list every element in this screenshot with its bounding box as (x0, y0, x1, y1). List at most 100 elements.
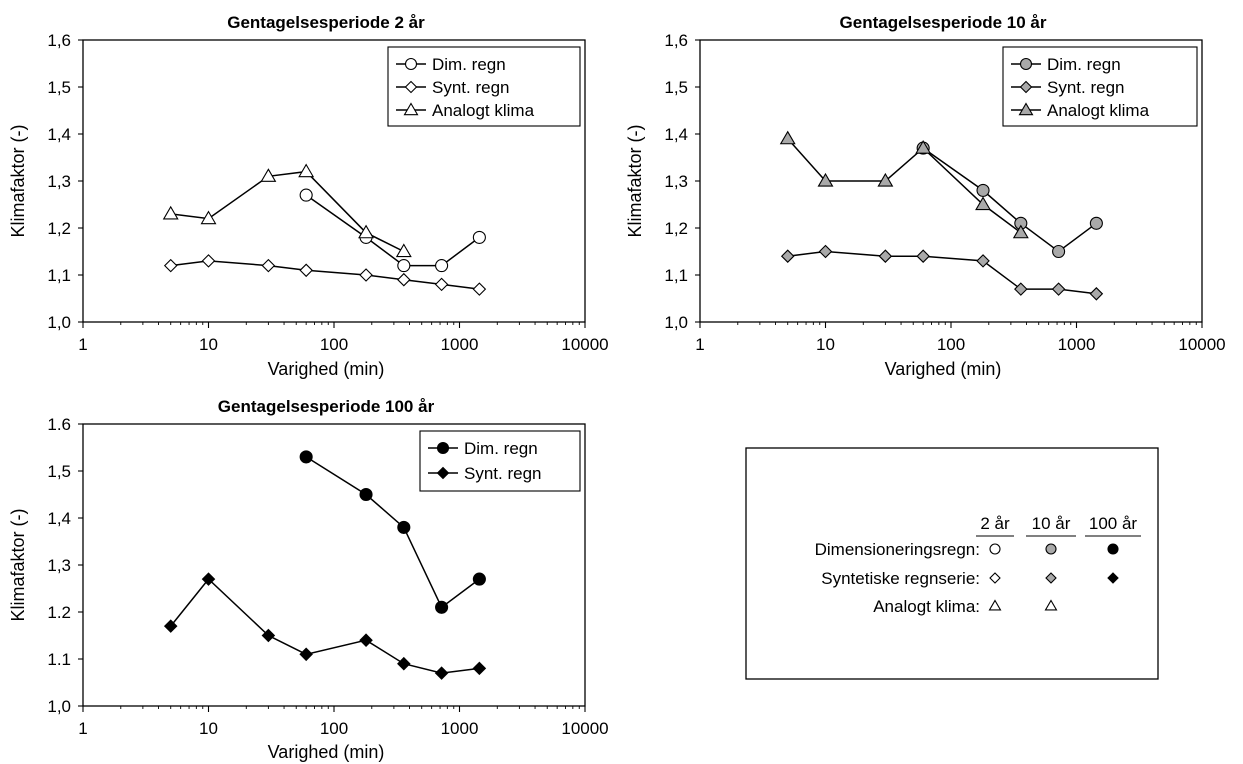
data-point (260, 168, 277, 182)
data-point (162, 205, 179, 220)
y-tick-label: 1,5 (47, 462, 71, 481)
data-point (915, 140, 932, 154)
data-point (201, 572, 216, 586)
x-tick-label: 10000 (1178, 335, 1225, 354)
data-point (780, 249, 795, 263)
key-row-label: Dimensioneringsregn: (815, 540, 980, 559)
data-point (818, 244, 833, 259)
x-tick-label: 1 (78, 335, 87, 354)
data-point (1089, 287, 1104, 301)
data-point (261, 258, 276, 273)
x-tick-label: 10000 (561, 719, 608, 738)
data-point (299, 188, 313, 202)
key-column-header: 2 år (980, 514, 1010, 533)
data-point (1051, 282, 1066, 296)
series-line-2 (170, 260, 480, 290)
y-tick-label: 1,6 (664, 31, 688, 50)
y-axis-label: Klimafaktor (-) (625, 124, 645, 237)
legend-label: Dim. regn (1047, 55, 1121, 74)
key-marker (989, 543, 1001, 555)
legend-box (419, 430, 581, 492)
data-point (472, 282, 487, 296)
legend-label: Dim. regn (432, 55, 506, 74)
data-point (435, 600, 449, 614)
y-tick-label: 1,0 (47, 313, 71, 332)
data-point (397, 520, 411, 534)
data-point (779, 130, 796, 145)
x-tick-label: 1 (695, 335, 704, 354)
data-point (395, 243, 412, 258)
key-marker (988, 599, 1002, 611)
data-point (359, 268, 373, 282)
data-point (261, 628, 276, 643)
data-point (878, 249, 893, 263)
y-tick-label: 1,1 (664, 266, 688, 285)
y-tick-label: 1,2 (47, 219, 71, 238)
data-point (298, 163, 315, 178)
y-tick-label: 1,0 (47, 697, 71, 716)
key-column-header: 10 år (1032, 514, 1071, 533)
data-point (975, 196, 991, 211)
y-tick-label: 1,5 (47, 78, 71, 97)
key-marker (1044, 599, 1058, 611)
data-point (201, 254, 216, 268)
y-tick-label: 1,6 (47, 31, 71, 50)
chart-panel-2: Gentagelsesperiode 10 år 1,0 1,1 1,2 1,3 1,4 1… (625, 13, 1226, 379)
chart-title: Gentagelsesperiode 100 år (218, 397, 435, 416)
y-axis-label: Klimafaktor (-) (8, 508, 28, 621)
data-point (877, 172, 894, 187)
chart-title: Gentagelsesperiode 2 år (227, 13, 425, 32)
chart-panel-1: Gentagelsesperiode 2 år 1,0 1,1 1,2 1,3 1,4 1,… (8, 13, 609, 379)
data-point (976, 254, 990, 268)
legend-label: Synt. regn (1047, 78, 1125, 97)
legend-marker (404, 57, 418, 71)
x-tick-label: 1000 (1058, 335, 1096, 354)
data-point (200, 210, 217, 225)
legend-label: Dim. regn (464, 439, 538, 458)
legend-label: Synt. regn (464, 464, 542, 483)
key-row-label: Analogt klima: (873, 597, 980, 616)
data-point (1052, 244, 1066, 259)
data-point (916, 249, 930, 263)
data-point (163, 619, 178, 633)
data-point (976, 183, 990, 197)
chart-panel-3: Gentagelsesperiode 100 år 1,0 1.1 1.2 1,3 1,4… (8, 397, 609, 762)
data-point (299, 263, 313, 278)
data-point (435, 259, 449, 273)
data-point (397, 259, 411, 273)
key-marker (1045, 572, 1057, 584)
x-tick-label: 100 (937, 335, 965, 354)
legend-marker (1018, 102, 1034, 116)
series-line-1 (922, 147, 1097, 253)
key-box (745, 447, 1159, 680)
y-tick-label: 1,4 (664, 125, 688, 144)
y-tick-label: 1,1 (47, 266, 71, 285)
marker-key: 2 år 10 år 100 år Dimensioneringsregn: Synte… (745, 447, 1159, 680)
key-marker (1107, 572, 1119, 584)
x-axis-label: Varighed (min) (268, 742, 385, 762)
x-axis-label: Varighed (min) (268, 359, 385, 379)
x-tick-label: 100 (320, 719, 348, 738)
data-point (472, 661, 487, 676)
y-tick-label: 1,2 (664, 219, 688, 238)
legend-label: Synt. regn (432, 78, 510, 97)
data-point (359, 633, 373, 647)
legend-marker (1019, 57, 1033, 71)
x-tick-label: 100 (320, 335, 348, 354)
x-tick-label: 1000 (441, 335, 479, 354)
x-tick-label: 10 (816, 335, 835, 354)
data-point (397, 272, 411, 287)
data-point (472, 230, 486, 244)
data-point (1014, 282, 1028, 296)
series-line-1 (305, 194, 480, 267)
data-point (163, 258, 178, 273)
data-point (299, 450, 313, 464)
y-tick-label: 1,4 (47, 125, 71, 144)
y-axis-label: Klimafaktor (-) (8, 124, 28, 237)
x-tick-label: 1 (78, 719, 87, 738)
data-point (299, 647, 313, 662)
legend-marker (1019, 80, 1033, 94)
data-point (817, 172, 834, 187)
y-tick-label: 1.1 (47, 650, 71, 669)
